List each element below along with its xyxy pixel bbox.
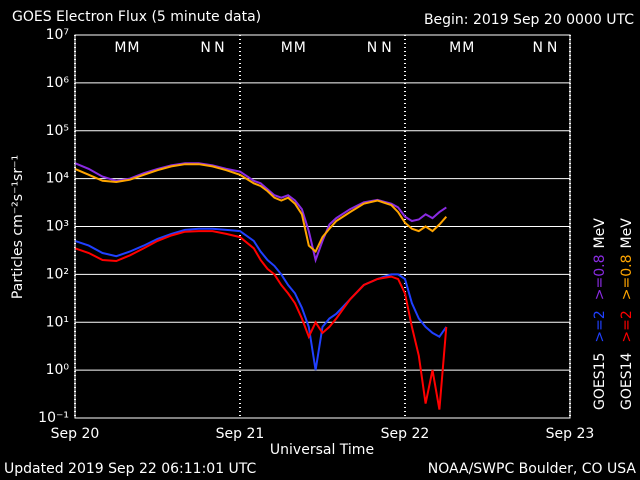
chart-title: GOES Electron Flux (5 minute data) bbox=[12, 9, 261, 25]
marker-label: M bbox=[127, 40, 139, 56]
footer-left: Updated 2019 Sep 22 06:11:01 UTC bbox=[4, 461, 257, 477]
x-tick-label: Sep 23 bbox=[546, 426, 595, 442]
y-tick-label: 10² bbox=[46, 266, 69, 282]
y-tick-label: 10⁷ bbox=[46, 27, 69, 43]
footer-right: NOAA/SWPC Boulder, CO USA bbox=[428, 461, 637, 477]
y-tick-label: 10⁵ bbox=[46, 123, 69, 139]
plot-frame bbox=[74, 34, 571, 419]
legend-entry: >=2 bbox=[592, 310, 608, 342]
marker-label: N bbox=[200, 40, 210, 56]
marker-label: M bbox=[462, 40, 474, 56]
legend-entry: >=2 bbox=[619, 310, 635, 342]
y-tick-label: 10⁰ bbox=[46, 362, 70, 378]
y-axis-label: Particles cm⁻²s⁻¹sr⁻¹ bbox=[10, 155, 26, 299]
y-tick-label: 10⁴ bbox=[46, 171, 70, 187]
marker-label: M bbox=[449, 40, 461, 56]
marker-label: N bbox=[381, 40, 391, 56]
marker-label: N bbox=[532, 40, 542, 56]
legend: GOES15 >=2 >=0.8 MeV bbox=[592, 218, 608, 410]
y-tick-label: 10³ bbox=[46, 219, 69, 235]
series-line bbox=[74, 162, 447, 264]
legend-group: GOES15 bbox=[592, 353, 608, 410]
series-line bbox=[74, 230, 448, 410]
y-tick-label: 10¹ bbox=[46, 314, 69, 330]
legend-unit: MeV bbox=[592, 218, 608, 249]
marker-label: M bbox=[114, 40, 126, 56]
legend-entry: >=0.8 bbox=[619, 254, 635, 300]
series-line bbox=[74, 163, 448, 254]
series-line bbox=[74, 227, 448, 371]
legend-group: GOES14 bbox=[619, 352, 635, 410]
y-tick-label: 10⁶ bbox=[46, 75, 70, 91]
x-tick-label: Sep 20 bbox=[51, 426, 100, 442]
legend-unit: MeV bbox=[619, 218, 635, 249]
chart-subtitle: Begin: 2019 Sep 20 0000 UTC bbox=[424, 12, 634, 28]
legend-entry: >=0.8 bbox=[592, 254, 608, 300]
marker-label: N bbox=[367, 40, 377, 56]
x-tick-label: Sep 22 bbox=[381, 426, 430, 442]
x-axis-label: Universal Time bbox=[270, 442, 374, 458]
x-tick-label: Sep 21 bbox=[216, 426, 265, 442]
marker-label: M bbox=[281, 40, 293, 56]
y-tick-label: 10⁻¹ bbox=[38, 410, 69, 426]
marker-label: N bbox=[214, 40, 224, 56]
legend: GOES14 >=2 >=0.8 MeV bbox=[619, 218, 635, 410]
marker-label: M bbox=[294, 40, 306, 56]
marker-label: N bbox=[547, 40, 557, 56]
